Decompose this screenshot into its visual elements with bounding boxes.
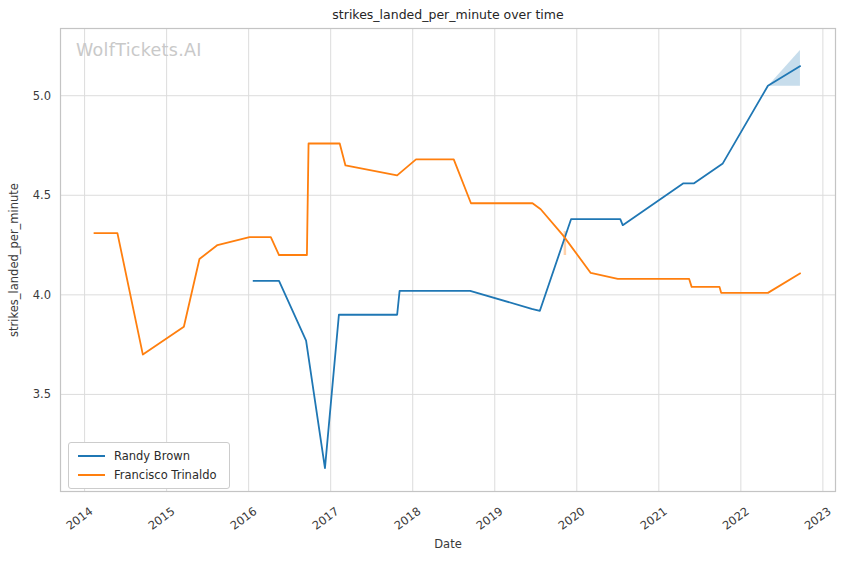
y-tick-label: 3.5 <box>33 387 51 401</box>
series-line <box>253 66 801 468</box>
confidence-band <box>768 50 800 86</box>
x-tick-label: 2018 <box>392 504 424 533</box>
x-tick-label: 2014 <box>63 504 95 533</box>
y-tick-label: 4.0 <box>33 288 51 302</box>
legend-label: Francisco Trinaldo <box>114 468 217 482</box>
figure: 3.5 4.0 4.5 5.0 2014 2015 2016 2017 2018 2019 2020… <box>0 0 845 561</box>
y-tick-label: 4.5 <box>33 188 51 202</box>
x-tick-label: 2015 <box>145 504 177 533</box>
x-tick-label: 2021 <box>638 504 670 533</box>
legend-item: Francisco Trinaldo <box>78 468 217 482</box>
x-tick-label: 2023 <box>802 504 834 533</box>
y-tick-label: 5.0 <box>33 89 51 103</box>
legend-line-swatch <box>78 455 105 457</box>
watermark: WolfTickets.AI <box>76 40 202 60</box>
legend: Randy Brown Francisco Trinaldo <box>68 442 230 489</box>
series-line <box>94 144 801 355</box>
y-axis-label: strikes_landed_per_minute <box>7 183 21 337</box>
x-tick-label: 2016 <box>228 504 260 533</box>
x-axis-label: Date <box>434 537 462 551</box>
x-tick-label: 2022 <box>720 504 752 533</box>
chart-title: strikes_landed_per_minute over time <box>332 7 563 22</box>
legend-label: Randy Brown <box>114 449 190 463</box>
x-tick-label: 2017 <box>310 504 342 533</box>
legend-line-swatch <box>78 474 105 476</box>
x-tick-label: 2019 <box>474 504 506 533</box>
x-tick-label: 2020 <box>556 504 588 533</box>
plot-border <box>61 29 836 492</box>
legend-item: Randy Brown <box>78 449 217 463</box>
